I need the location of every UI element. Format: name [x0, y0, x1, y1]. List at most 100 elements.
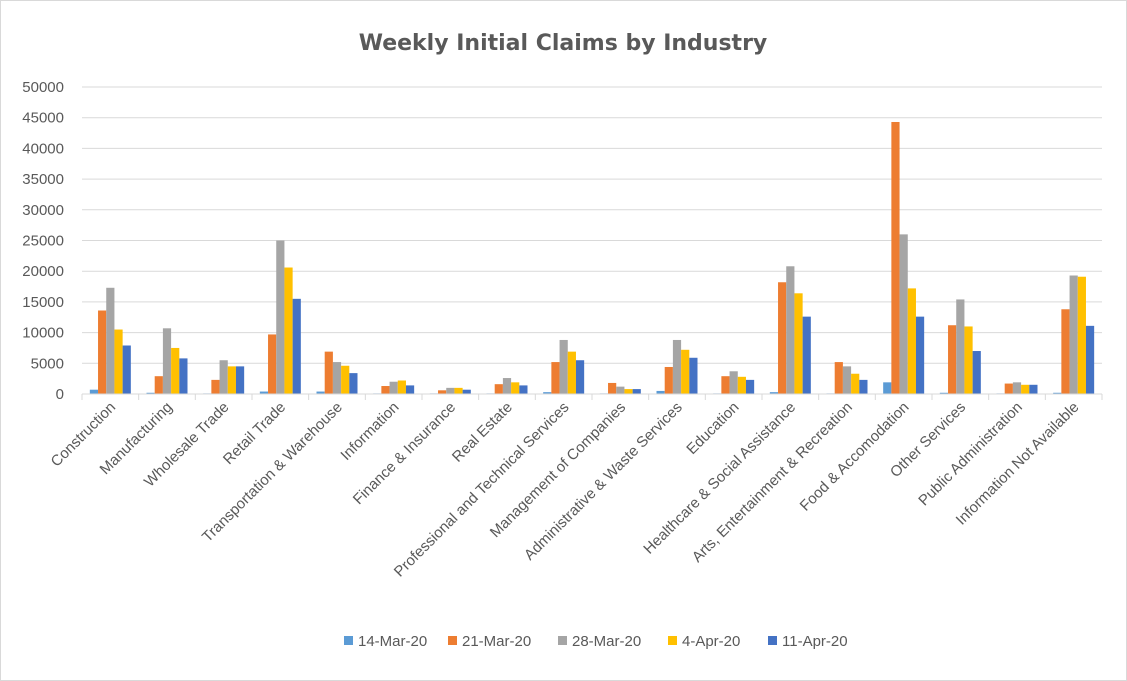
x-category-label: Food & Accomodation — [797, 399, 913, 515]
legend-item: 21-Mar-20 — [448, 633, 531, 650]
gridlines — [82, 86, 1102, 364]
bar — [745, 379, 755, 394]
bar — [292, 298, 301, 394]
legend-item: 28-Mar-20 — [558, 633, 641, 650]
bar — [349, 373, 358, 394]
bar — [511, 382, 520, 394]
legend-label: 28-Mar-20 — [572, 633, 641, 650]
legend: 14-Mar-20 21-Mar-20 28-Mar-20 4-Apr-20 11-Ap… — [344, 633, 848, 650]
bar — [179, 358, 188, 394]
bar — [1077, 276, 1086, 394]
legend-item: 14-Mar-20 — [344, 633, 427, 650]
legend-label: 21-Mar-20 — [462, 633, 531, 650]
bar — [624, 389, 633, 394]
bar — [381, 386, 390, 394]
bar — [106, 287, 115, 394]
bar — [446, 387, 455, 394]
bar — [438, 390, 447, 394]
bar — [1029, 384, 1038, 394]
legend-swatch — [768, 636, 777, 645]
bar — [98, 310, 107, 394]
y-tick-label: 0 — [56, 386, 64, 403]
bar — [454, 387, 463, 394]
bar — [834, 362, 843, 394]
bar — [559, 339, 568, 394]
bar — [162, 328, 172, 394]
bar — [1085, 325, 1095, 394]
bar — [341, 365, 350, 394]
y-tick-label: 50000 — [22, 79, 64, 96]
bar — [219, 360, 228, 394]
bar — [1053, 392, 1062, 394]
bar — [89, 389, 99, 394]
series-21-Mar-20 — [98, 121, 1070, 395]
bar — [171, 347, 180, 394]
bars — [89, 121, 1095, 395]
bar — [608, 382, 617, 394]
bar — [114, 329, 123, 394]
legend-item: 11-Apr-20 — [768, 633, 848, 650]
legend-label: 14-Mar-20 — [358, 633, 427, 650]
y-axis-ticks: 0 5000 10000 15000 20000 25000 30000 35000 40000… — [22, 79, 64, 403]
bar — [689, 357, 698, 394]
bar — [794, 293, 803, 394]
bar — [332, 362, 342, 394]
bar — [859, 379, 868, 394]
bar — [235, 366, 245, 394]
bar — [632, 389, 641, 394]
bar — [786, 266, 795, 394]
bar — [259, 391, 269, 394]
bar — [1012, 382, 1022, 394]
bar — [154, 376, 163, 394]
bar — [1021, 384, 1030, 394]
x-category-label: Public Administration — [915, 399, 1025, 509]
bar — [316, 391, 325, 394]
series-11-Apr-20 — [122, 298, 1095, 394]
bar — [551, 362, 560, 394]
bar — [939, 392, 949, 394]
bar — [543, 392, 552, 394]
bar — [964, 326, 973, 394]
bar — [915, 316, 925, 394]
bar — [851, 373, 860, 394]
bar — [737, 376, 746, 394]
bar — [324, 351, 333, 394]
legend-label: 4-Apr-20 — [682, 633, 740, 650]
y-tick-label: 5000 — [31, 355, 64, 372]
bar — [268, 334, 277, 394]
legend-swatch — [344, 636, 353, 645]
bar — [227, 366, 236, 394]
bar — [778, 282, 787, 394]
y-tick-label: 40000 — [22, 140, 64, 157]
bar — [405, 385, 415, 394]
bar — [519, 385, 528, 394]
bar — [802, 316, 811, 394]
bar — [575, 360, 585, 394]
legend-swatch — [448, 636, 457, 645]
x-category-label: Education — [683, 399, 742, 458]
bar — [146, 392, 155, 394]
bar — [462, 389, 471, 394]
bar — [502, 378, 512, 394]
legend-item: 4-Apr-20 — [668, 633, 740, 650]
bar — [276, 240, 285, 394]
legend-swatch — [668, 636, 677, 645]
bar — [616, 386, 625, 394]
x-category-label: Finance & Insurance — [350, 399, 459, 508]
y-tick-label: 20000 — [22, 263, 64, 280]
bar — [769, 392, 779, 394]
bar — [883, 382, 892, 394]
bar — [122, 345, 131, 394]
bar — [284, 267, 293, 394]
bar — [899, 234, 908, 394]
chart-title: Weekly Initial Claims by Industry — [359, 31, 768, 56]
bar — [956, 299, 965, 394]
bar — [891, 121, 900, 395]
bar — [842, 366, 852, 394]
bar — [1061, 309, 1070, 394]
bar — [1069, 275, 1078, 394]
legend-swatch — [558, 636, 567, 645]
bar — [211, 379, 220, 394]
